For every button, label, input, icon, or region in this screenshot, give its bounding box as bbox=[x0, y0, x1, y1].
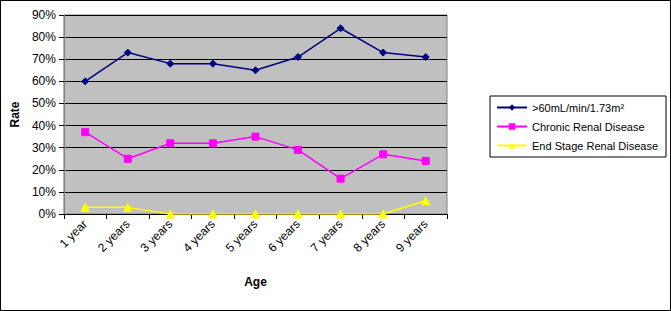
svg-text:60%: 60% bbox=[32, 74, 56, 88]
svg-text:Rate: Rate bbox=[8, 101, 22, 127]
svg-text:10%: 10% bbox=[32, 185, 56, 199]
svg-text:5 years: 5 years bbox=[223, 217, 261, 255]
svg-text:End Stage Renal Disease: End Stage Renal Disease bbox=[532, 140, 658, 152]
svg-text:20%: 20% bbox=[32, 163, 56, 177]
svg-text:80%: 80% bbox=[32, 30, 56, 44]
svg-text:4 years: 4 years bbox=[180, 217, 218, 255]
svg-text:3 years: 3 years bbox=[138, 217, 176, 255]
svg-text:7 years: 7 years bbox=[308, 217, 346, 255]
svg-text:6 years: 6 years bbox=[265, 217, 303, 255]
svg-text:9 years: 9 years bbox=[393, 217, 431, 255]
svg-text:90%: 90% bbox=[32, 8, 56, 22]
svg-text:Chronic Renal Disease: Chronic Renal Disease bbox=[532, 121, 645, 133]
svg-text:30%: 30% bbox=[32, 141, 56, 155]
svg-text:40%: 40% bbox=[32, 119, 56, 133]
svg-text:70%: 70% bbox=[32, 52, 56, 66]
svg-text:>60mL/min/1.73m²: >60mL/min/1.73m² bbox=[532, 102, 624, 114]
svg-text:1 year: 1 year bbox=[57, 217, 90, 250]
svg-text:Age: Age bbox=[244, 275, 267, 289]
svg-text:2 years: 2 years bbox=[95, 217, 133, 255]
svg-text:50%: 50% bbox=[32, 96, 56, 110]
svg-text:8 years: 8 years bbox=[350, 217, 388, 255]
svg-text:0%: 0% bbox=[39, 207, 57, 221]
